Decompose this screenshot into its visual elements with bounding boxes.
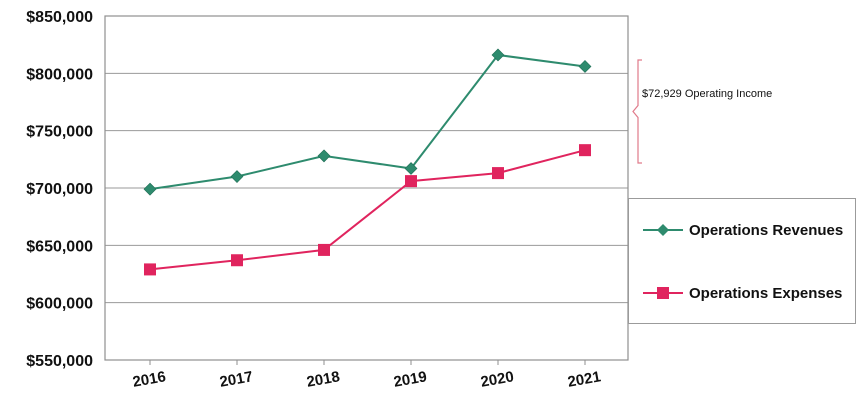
operating-income-annotation: $72,929 Operating Income xyxy=(642,88,773,100)
y-tick-label: $600,000 xyxy=(26,296,93,313)
data-point xyxy=(405,175,417,188)
data-point xyxy=(491,48,505,62)
legend-swatch-revenues xyxy=(641,218,685,242)
x-tick-label: 2016 xyxy=(131,368,167,391)
legend-swatch-expenses xyxy=(641,281,685,305)
series-expenses xyxy=(144,144,591,276)
series-revenues xyxy=(143,48,592,196)
x-tick-label: 2020 xyxy=(479,368,515,391)
x-tick-label: 2021 xyxy=(566,368,602,391)
y-tick-label: $650,000 xyxy=(26,238,93,255)
data-point xyxy=(143,182,157,196)
x-tick-label: 2018 xyxy=(305,368,341,391)
series-line xyxy=(149,149,586,271)
x-tick-label: 2019 xyxy=(392,368,428,391)
data-point xyxy=(318,243,330,256)
data-point xyxy=(317,149,331,163)
y-tick-label: $550,000 xyxy=(26,353,93,370)
operating-income-bracket xyxy=(632,59,642,164)
legend-item-expenses: Operations Expenses xyxy=(641,281,842,305)
x-tick-label: 2017 xyxy=(218,368,254,391)
y-tick-label: $700,000 xyxy=(26,181,93,198)
y-axis-ticks: $550,000 $600,000 $650,000 $700,000 $750,000… xyxy=(26,9,93,370)
data-point xyxy=(578,60,592,73)
data-point xyxy=(492,167,504,180)
x-axis-ticks: 2016 2017 2018 2019 2020 2021 xyxy=(131,360,602,391)
y-tick-label: $800,000 xyxy=(26,66,93,83)
data-point xyxy=(404,162,418,175)
gridlines xyxy=(105,72,628,304)
data-point xyxy=(230,170,244,183)
data-point xyxy=(231,254,243,267)
data-point xyxy=(144,263,156,276)
chart-legend: Operations Revenues Operations Expenses xyxy=(628,198,856,324)
y-tick-label: $850,000 xyxy=(26,9,93,26)
series-layer xyxy=(143,48,592,276)
y-tick-label: $750,000 xyxy=(26,124,93,141)
legend-item-revenues: Operations Revenues xyxy=(641,218,843,242)
series-line xyxy=(149,53,586,191)
legend-label-expenses: Operations Expenses xyxy=(689,284,843,302)
plot-area xyxy=(104,15,629,361)
data-point xyxy=(579,144,591,157)
legend-label-revenues: Operations Revenues xyxy=(689,221,844,239)
